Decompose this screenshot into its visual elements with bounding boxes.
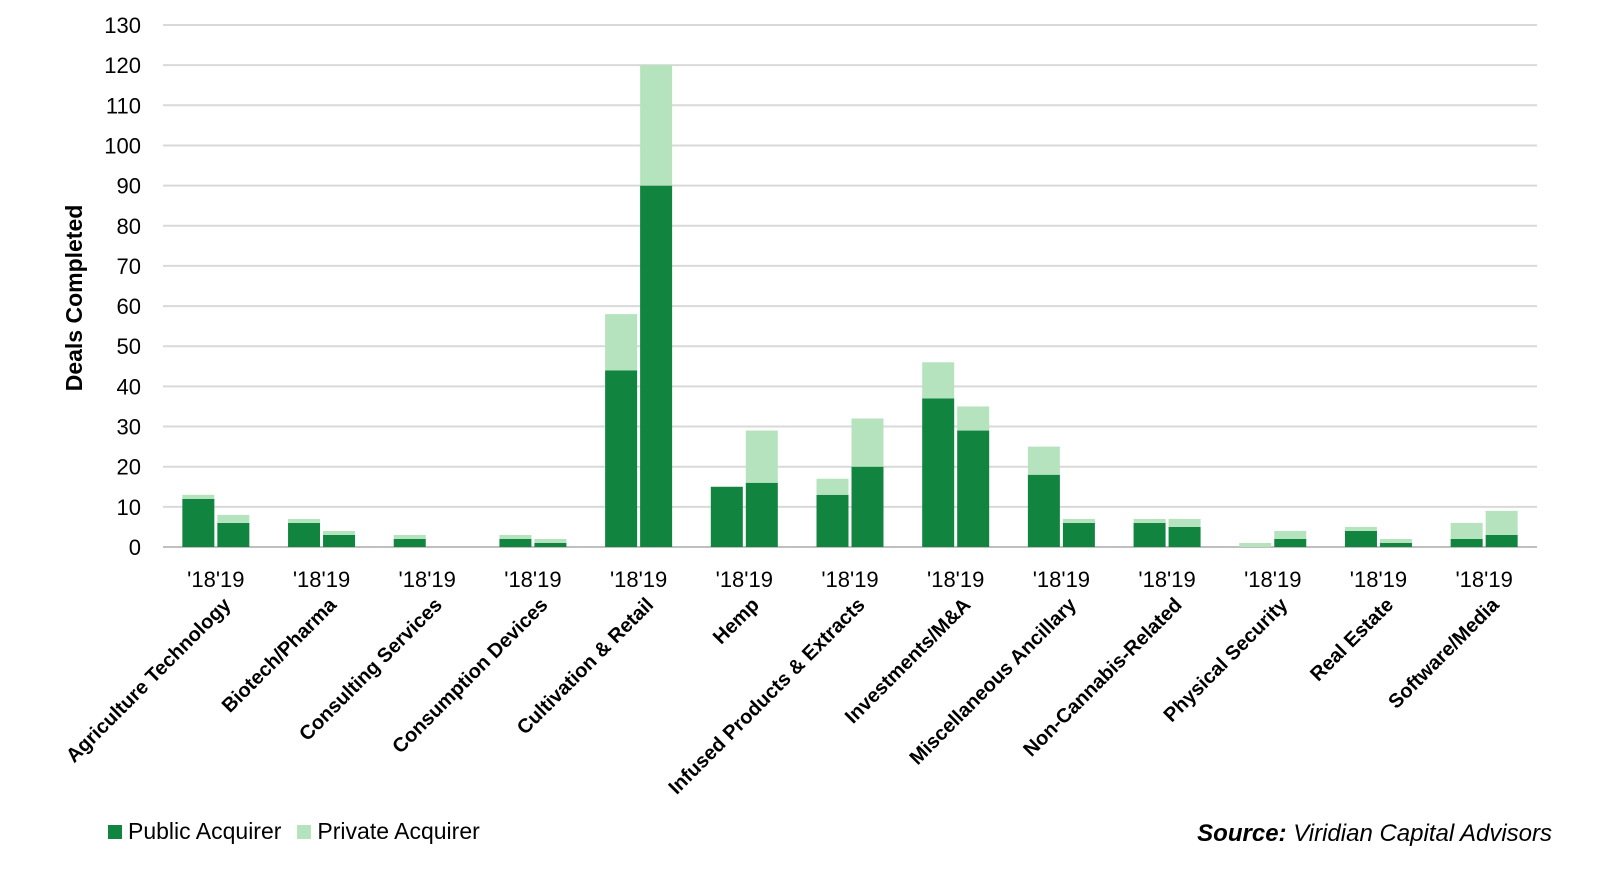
y-tick-label: 130 <box>104 13 141 38</box>
bar-public-2019 <box>1274 538 1307 547</box>
y-tick-label: 80 <box>117 214 141 239</box>
bar-public-2019 <box>534 542 567 547</box>
bar-public-2019 <box>1379 542 1412 547</box>
bar-private-2018 <box>1450 522 1483 539</box>
bar-private-2018 <box>605 314 638 371</box>
bar-public-2019 <box>851 466 884 547</box>
y-tick-label: 90 <box>117 174 141 199</box>
bar-private-2019 <box>851 418 884 467</box>
bar-private-2019 <box>640 65 673 186</box>
legend-item-public: Public Acquirer <box>108 818 281 845</box>
grid-lines <box>163 24 1537 548</box>
y-tick-label: 30 <box>117 415 141 440</box>
x-tick-years: '18'19 <box>1138 567 1195 592</box>
bar-public-2019 <box>1485 534 1518 547</box>
legend: Public Acquirer Private Acquirer <box>108 818 496 845</box>
bar-public-2018 <box>182 498 215 547</box>
y-tick-label: 40 <box>117 374 141 399</box>
y-tick-label: 110 <box>106 93 141 118</box>
bar-public-2019 <box>957 430 990 547</box>
y-tick-label: 70 <box>117 254 141 279</box>
bar-private-2019 <box>217 514 250 523</box>
bar-private-2018 <box>922 362 955 399</box>
bar-private-2019 <box>745 430 778 483</box>
y-tick-label: 100 <box>104 133 141 158</box>
bar-public-2019 <box>217 522 250 547</box>
legend-label-public: Public Acquirer <box>128 818 282 844</box>
y-axis-ticks: 0 10 20 30 40 50 60 70 80 90 100 110 120 130 <box>104 13 141 560</box>
bar-private-2019 <box>323 530 356 535</box>
x-tick-years: '18'19 <box>399 567 456 592</box>
bar-private-2018 <box>1344 526 1377 531</box>
bar-public-2018 <box>1133 522 1166 547</box>
bars <box>182 65 1518 547</box>
bar-public-2019 <box>1168 526 1201 547</box>
x-tick-years: '18'19 <box>716 567 773 592</box>
legend-swatch-public <box>108 824 122 839</box>
source-note: Source: Viridian Capital Advisors <box>1197 820 1552 848</box>
bar-public-2018 <box>499 538 532 547</box>
bar-public-2018 <box>1344 530 1377 547</box>
x-category-label: Software/Media <box>1384 593 1504 713</box>
bar-private-2019 <box>1485 510 1518 535</box>
bar-public-2019 <box>323 534 356 547</box>
bar-public-2018 <box>710 486 743 547</box>
bar-private-2018 <box>1027 446 1060 475</box>
bar-public-2018 <box>1027 474 1060 547</box>
x-tick-years: '18'19 <box>1244 567 1301 592</box>
x-tick-years: '18'19 <box>821 567 878 592</box>
bar-private-2018 <box>288 518 321 523</box>
x-tick-years: '18'19 <box>1033 567 1090 592</box>
x-category-label: Miscellaneous Ancillary <box>906 593 1082 769</box>
bar-private-2018 <box>1133 518 1166 523</box>
bar-public-2019 <box>745 482 778 547</box>
bar-private-2018 <box>182 494 215 499</box>
bar-private-2019 <box>957 406 990 431</box>
x-tick-years: '18'19 <box>610 567 667 592</box>
legend-item-private: Private Acquirer <box>297 818 480 845</box>
x-tick-years: '18'19 <box>1350 567 1407 592</box>
x-category-label: Hemp <box>709 594 764 649</box>
bar-public-2018 <box>393 538 426 547</box>
bar-public-2018 <box>1450 538 1483 547</box>
x-tick-years: '18'19 <box>187 567 244 592</box>
x-tick-years: '18'19 <box>504 567 561 592</box>
y-tick-label: 60 <box>117 294 141 319</box>
y-tick-label: 120 <box>104 53 141 78</box>
legend-label-private: Private Acquirer <box>317 818 480 844</box>
x-category-label: Biotech/Pharma <box>218 593 342 717</box>
bar-private-2018 <box>393 534 426 539</box>
x-tick-years: '18'19 <box>1455 567 1512 592</box>
y-tick-label: 50 <box>117 334 141 359</box>
bar-public-2018 <box>288 522 321 547</box>
y-axis-label: Deals Completed <box>61 205 87 392</box>
bar-public-2018 <box>922 398 955 547</box>
x-category-label: Agriculture Technology <box>62 593 236 767</box>
x-category-label: Infused Products & Extracts <box>665 594 870 799</box>
legend-swatch-private <box>297 824 312 839</box>
bar-private-2018 <box>1239 542 1272 547</box>
x-category-label: Real Estate <box>1306 594 1398 686</box>
source-label: Source: <box>1197 820 1287 847</box>
bar-private-2019 <box>1062 518 1095 523</box>
x-tick-years: '18'19 <box>293 567 350 592</box>
source-text: Viridian Capital Advisors <box>1293 820 1552 847</box>
y-tick-label: 20 <box>117 455 141 480</box>
bar-private-2018 <box>816 478 849 495</box>
bar-private-2019 <box>1379 538 1412 543</box>
x-tick-years: '18'19 <box>927 567 984 592</box>
bar-private-2019 <box>534 538 567 543</box>
y-tick-label: 0 <box>129 535 141 560</box>
bar-private-2019 <box>1274 530 1307 539</box>
y-tick-label: 10 <box>117 495 141 520</box>
bar-public-2019 <box>640 185 673 547</box>
bar-private-2019 <box>1168 518 1201 527</box>
bar-public-2019 <box>1062 522 1095 547</box>
bar-public-2018 <box>605 370 638 547</box>
bar-public-2018 <box>816 494 849 547</box>
bar-private-2018 <box>499 534 532 539</box>
